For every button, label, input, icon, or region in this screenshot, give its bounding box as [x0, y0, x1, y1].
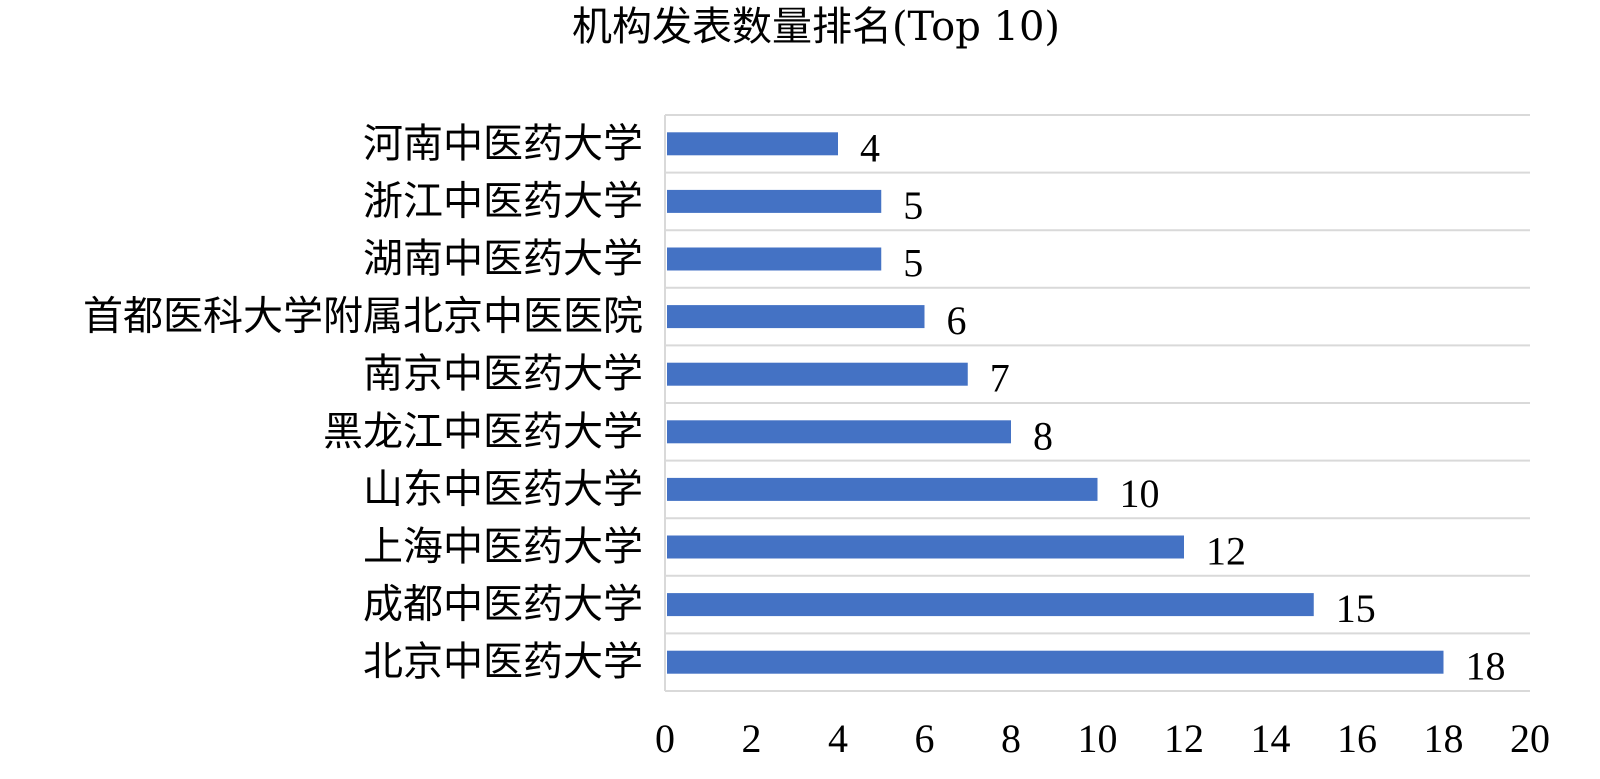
x-tick-label: 14	[1251, 716, 1291, 761]
x-tick-label: 10	[1078, 716, 1118, 761]
bar	[667, 593, 1314, 617]
bar	[667, 247, 882, 271]
category-label: 南京中医药大学	[363, 351, 643, 397]
category-label: 山东中医药大学	[363, 466, 643, 512]
category-label: 北京中医药大学	[363, 639, 643, 685]
data-label: 4	[860, 125, 880, 170]
bar	[667, 535, 1184, 559]
category-label: 首都医科大学附属北京中医医院	[83, 294, 643, 340]
bar	[667, 305, 925, 329]
bar	[667, 650, 1444, 674]
bar	[667, 189, 882, 213]
bar	[667, 420, 1011, 444]
bars	[667, 132, 1444, 674]
data-label: 8	[1033, 413, 1053, 458]
chart-title: 机构发表数量排名(Top 10)	[572, 4, 1060, 50]
category-label: 黑龙江中医药大学	[323, 409, 643, 455]
category-label: 成都中医药大学	[363, 582, 643, 628]
gridlines	[664, 114, 1530, 692]
data-label: 5	[903, 241, 923, 286]
x-tick-label: 12	[1164, 716, 1204, 761]
x-axis-ticks: 0 2 4 6 8 10 12 14 16 18 20	[655, 716, 1550, 761]
category-label: 上海中医药大学	[363, 524, 643, 570]
category-labels: 河南中医药大学浙江中医药大学湖南中医药大学首都医科大学附属北京中医医院南京中医药…	[83, 121, 643, 685]
category-label: 浙江中医药大学	[363, 178, 643, 224]
x-tick-label: 8	[1001, 716, 1021, 761]
data-label: 18	[1466, 644, 1506, 689]
x-tick-label: 2	[742, 716, 762, 761]
x-tick-label: 0	[655, 716, 675, 761]
x-tick-label: 20	[1510, 716, 1550, 761]
bar	[667, 132, 838, 156]
x-tick-label: 18	[1424, 716, 1464, 761]
bar	[667, 362, 968, 386]
x-tick-label: 4	[828, 716, 848, 761]
x-tick-label: 6	[915, 716, 935, 761]
data-label: 7	[990, 356, 1010, 401]
data-label: 5	[903, 183, 923, 228]
category-label: 河南中医药大学	[363, 121, 643, 167]
category-label: 湖南中医药大学	[363, 236, 643, 282]
bar	[667, 477, 1098, 501]
data-label: 10	[1120, 471, 1160, 516]
data-label: 6	[947, 298, 967, 343]
x-tick-label: 16	[1337, 716, 1377, 761]
data-label: 12	[1206, 529, 1246, 574]
data-label: 15	[1336, 586, 1376, 631]
